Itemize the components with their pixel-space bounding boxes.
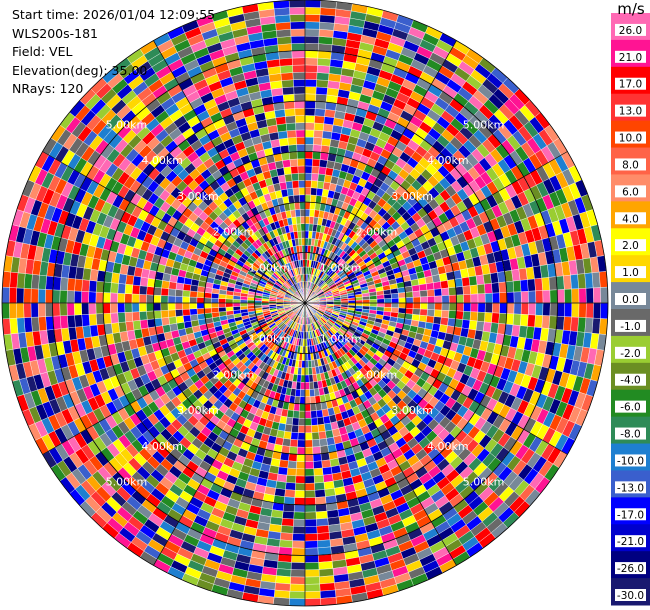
range-ring-label: 5.00km: [463, 118, 505, 131]
range-ring-label: 1.00km: [249, 333, 291, 346]
colorbar-label-bg: [615, 77, 646, 90]
colorbar-label-bg: [615, 535, 646, 548]
colorbar-tick-label: 6.0: [622, 186, 639, 198]
colorbar-tick-label: -1.0: [620, 321, 641, 333]
colorbar-tick-label: 10.0: [619, 133, 642, 145]
colorbar-tick-label: -10.0: [617, 455, 644, 467]
range-ring-label: 1.00km: [249, 261, 291, 274]
range-ring-label: 2.00km: [213, 226, 255, 239]
colorbar-label-bg: [615, 562, 646, 575]
azimuth-line: [42, 302, 306, 455]
colorbar-tick-label: 26.0: [619, 25, 642, 37]
polar-grid: [1, 0, 609, 607]
range-ring-label: 5.00km: [106, 118, 148, 131]
colorbar-label-bg: [615, 50, 646, 63]
azimuth-line: [153, 40, 306, 304]
colorbar-label-bg: [615, 346, 646, 359]
azimuth-line: [304, 40, 457, 304]
range-ring-label: 2.00km: [356, 226, 398, 239]
range-ring-labels: 1.00km 1.00km 1.00km 1.00km 2.00km 2.00km 2.00…: [106, 118, 505, 488]
colorbar-label-bg: [615, 23, 646, 36]
colorbar-tick-label: -30.0: [617, 590, 644, 602]
colorbar-label-bg: [615, 373, 646, 386]
colorbar-tick-label: -2.0: [620, 348, 641, 360]
range-ring-label: 4.00km: [427, 154, 469, 167]
range-ring-label: 4.00km: [141, 154, 183, 167]
range-ring-label: 3.00km: [391, 404, 433, 417]
colorbar-unit: m/s: [617, 0, 645, 18]
nrays-text: NRays: 120: [12, 81, 84, 96]
range-ring-label: 1.00km: [320, 261, 362, 274]
colorbar-label-bg: [615, 319, 646, 332]
colorbar-tick-label: -21.0: [617, 536, 644, 548]
azimuth-line: [304, 302, 568, 455]
colorbar-label-bg: [615, 454, 646, 467]
colorbar-label-bg: [615, 508, 646, 521]
range-ring-label: 1.00km: [320, 333, 362, 346]
colorbar: 26.0 21.0 17.0 13.0 10.0 8.0 6.0 4.0 2.0 1.0 0.0 -1…: [611, 13, 650, 606]
start-time-text: Start time: 2026/01/04 12:09:55: [12, 7, 216, 22]
colorbar-tick-label: -26.0: [617, 563, 644, 575]
colorbar-label-bg: [615, 158, 646, 171]
colorbar-label-bg: [615, 427, 646, 440]
colorbar-tick-label: -6.0: [620, 402, 641, 414]
range-ring-label: 3.00km: [391, 190, 433, 203]
azimuth-line: [42, 151, 306, 304]
range-ring-label: 5.00km: [106, 476, 148, 489]
elevation-text: Elevation(deg): 35.00: [12, 62, 148, 78]
colorbar-tick-label: -4.0: [620, 375, 641, 387]
azimuth-line: [304, 302, 457, 566]
field-text: Field: VEL: [12, 44, 73, 59]
range-ring-label: 2.00km: [213, 368, 255, 381]
colorbar-tick-label: 8.0: [622, 159, 639, 171]
instrument-text: WLS200s-181: [12, 25, 98, 41]
colorbar-tick-label: -8.0: [620, 429, 641, 441]
colorbar-label-bg: [615, 104, 646, 117]
colorbar-label-bg: [615, 185, 646, 198]
range-ring-label: 2.00km: [356, 368, 398, 381]
colorbar-tick-label: 2.0: [622, 240, 639, 252]
colorbar-tick-label: 17.0: [619, 79, 642, 91]
range-ring-label: 4.00km: [141, 440, 183, 453]
colorbar-label-bg: [615, 400, 646, 413]
colorbar-label-bg: [615, 131, 646, 144]
range-ring-label: 3.00km: [177, 404, 219, 417]
colorbar-tick-label: 1.0: [622, 267, 639, 279]
colorbar-tick-label: -17.0: [617, 509, 644, 521]
azimuth-line: [153, 302, 306, 566]
colorbar-tick-label: -13.0: [617, 482, 644, 494]
colorbar-label-bg: [615, 589, 646, 601]
range-ring-label: 4.00km: [427, 440, 469, 453]
colorbar-label-bg: [615, 212, 646, 225]
colorbar-label-bg: [615, 481, 646, 494]
range-ring-label: 3.00km: [177, 190, 219, 203]
colorbar-label-bg: [615, 239, 646, 252]
colorbar-label-bg: [615, 293, 646, 305]
colorbar-tick-label: 4.0: [622, 213, 639, 225]
colorbar-tick-label: 13.0: [619, 106, 642, 118]
colorbar-tick-label: 0.0: [622, 294, 639, 306]
scan-info: Start time: 2026/01/04 12:09:55 WLS200s-…: [12, 6, 215, 99]
colorbar-tick-label: 21.0: [619, 52, 642, 64]
azimuth-line: [304, 151, 568, 304]
range-ring-label: 5.00km: [463, 476, 505, 489]
colorbar-label-bg: [615, 266, 646, 279]
